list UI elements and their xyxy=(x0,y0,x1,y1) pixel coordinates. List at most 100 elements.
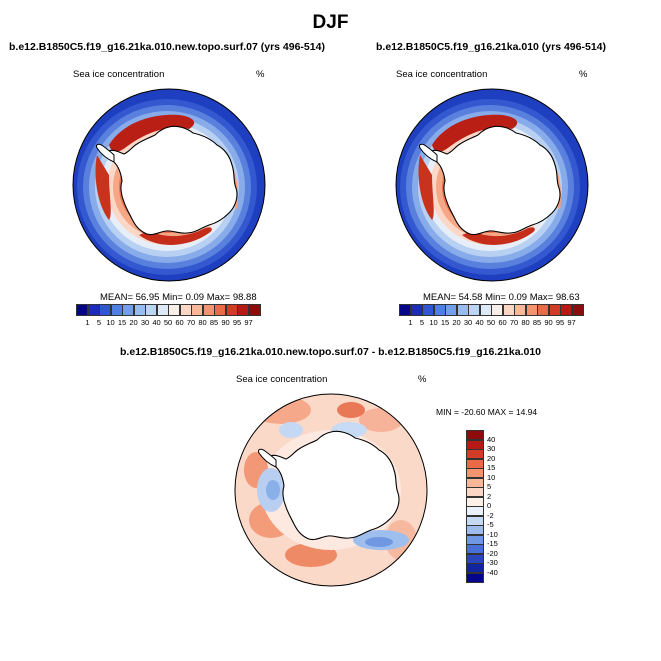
colorbar-swatch xyxy=(537,304,549,316)
colorbar-tick-label: 1 xyxy=(85,318,90,327)
colorbar-tick-label: 10 xyxy=(487,472,496,482)
colorbar-tick-label: 70 xyxy=(509,318,519,327)
colorbar-swatch xyxy=(422,304,434,316)
polar-map-control xyxy=(395,88,589,282)
colorbar-tick-label: -30 xyxy=(487,558,498,567)
colorbar-control xyxy=(399,304,584,316)
colorbar-tick-label: -5 xyxy=(487,520,494,529)
mean-label: MEAN= xyxy=(423,292,456,303)
colorbar-tick-label: 20 xyxy=(487,453,496,463)
antarctica-landmass xyxy=(107,125,238,236)
colorbar-swatch xyxy=(514,304,526,316)
colorbar-swatch xyxy=(466,468,484,478)
colorbar-swatch xyxy=(548,304,561,316)
colorbar-swatch xyxy=(168,304,180,316)
colorbar-swatch xyxy=(466,458,484,469)
panel-title-difference: b.e12.B1850C5.f19_g16.21ka.010.new.topo.… xyxy=(119,346,542,358)
colorbar-tick-label: 60 xyxy=(498,318,507,327)
colorbar-tick-label: 10 xyxy=(106,318,115,327)
polar-map-difference xyxy=(234,393,428,587)
colorbar-swatch xyxy=(122,304,134,316)
colorbar-swatch xyxy=(456,304,469,316)
panel-variable-label-control: Sea ice concentration xyxy=(396,69,488,80)
colorbar-tick-label: 97 xyxy=(567,318,576,327)
colorbar-swatch xyxy=(466,430,484,440)
colorbar-tick-label: 20 xyxy=(129,318,138,327)
colorbar-swatch xyxy=(466,525,484,535)
max-value: 98.88 xyxy=(232,292,257,303)
west-coast-ice xyxy=(95,155,111,220)
mean-value: 56.95 xyxy=(135,292,160,303)
panel-variable-label-difference: Sea ice concentration xyxy=(236,374,328,385)
colorbar-tick-label: 95 xyxy=(232,318,242,327)
stats-line-case: MEAN= 56.95 Min= 0.09 Max= 98.88 xyxy=(100,292,257,303)
colorbar-swatch xyxy=(202,304,215,316)
colorbar-tick-label: 10 xyxy=(429,318,438,327)
colorbar-tick-label: 0 xyxy=(487,501,492,510)
colorbar-tick-label: 5 xyxy=(96,318,102,327)
colorbar-swatch xyxy=(466,449,484,459)
colorbar-swatch xyxy=(110,304,123,316)
colorbar-swatch xyxy=(466,534,484,545)
colorbar-tick-label: -10 xyxy=(487,529,498,539)
map-boundary xyxy=(72,88,266,282)
colorbar-tick-label: 80 xyxy=(198,318,207,327)
colorbar-tick-label: 60 xyxy=(175,318,184,327)
negative-anomaly xyxy=(266,480,280,500)
colorbar-swatch xyxy=(466,487,484,497)
weddell-thick-ice xyxy=(109,114,195,152)
min-value: 0.09 xyxy=(508,292,528,303)
colorbar-difference xyxy=(466,430,484,583)
colorbar-tick-label: 30 xyxy=(463,318,473,327)
max-label: Max= xyxy=(529,292,554,303)
colorbar-swatch xyxy=(466,544,484,554)
colorbar-swatch xyxy=(237,304,249,316)
colorbar-swatch xyxy=(145,304,157,316)
colorbar-tick-label: 15 xyxy=(487,463,496,472)
colorbar-swatch xyxy=(433,304,446,316)
negative-anomaly xyxy=(279,422,303,438)
colorbar-tick-label: -40 xyxy=(487,567,498,577)
colorbar-swatch xyxy=(133,304,146,316)
colorbar-tick-label: 20 xyxy=(452,318,461,327)
colorbar-tick-label: 5 xyxy=(487,482,492,491)
colorbar-labels-difference: 40 30 20 15 10 5 2 0 -2 -5 -10 -15 -20 -30 -40 xyxy=(487,430,517,582)
positive-anomaly xyxy=(251,396,311,424)
colorbar-tick-label: -2 xyxy=(487,510,494,520)
colorbar-tick-label: 80 xyxy=(521,318,530,327)
page-title: DJF xyxy=(312,12,349,33)
positive-anomaly xyxy=(337,402,365,418)
colorbar-swatch xyxy=(87,304,100,316)
mean-label: MEAN= xyxy=(100,292,133,303)
panel-variable-label-case: Sea ice concentration xyxy=(73,69,165,80)
colorbar-swatch xyxy=(571,304,584,316)
colorbar-tick-label: 15 xyxy=(440,318,450,327)
antarctica-landmass xyxy=(430,125,561,236)
colorbar-swatch xyxy=(410,304,423,316)
colorbar-tick-label: 40 xyxy=(475,318,484,327)
colorbar-swatch xyxy=(525,304,538,316)
colorbar-swatch xyxy=(560,304,572,316)
panel-title-control: b.e12.B1850C5.f19_g16.21ka.010 (yrs 496-… xyxy=(376,41,606,53)
west-coast-ice xyxy=(418,155,434,220)
min-label: Min= xyxy=(485,292,506,303)
minmax-text: MIN = -20.60 MAX = 14.94 xyxy=(436,407,538,417)
map-field xyxy=(73,89,265,281)
colorbar-tick-label: 50 xyxy=(486,318,496,327)
panel-units-label-difference: % xyxy=(418,374,427,385)
colorbar-swatch xyxy=(466,515,484,526)
colorbar-tick-label: 50 xyxy=(163,318,173,327)
colorbar-swatch xyxy=(466,439,484,450)
colorbar-swatch xyxy=(466,477,484,488)
colorbar-swatch xyxy=(214,304,226,316)
colorbar-swatch xyxy=(466,553,484,564)
panel-units-label-case: % xyxy=(256,69,265,80)
colorbar-tick-label: -15 xyxy=(487,539,498,548)
colorbar-swatch xyxy=(179,304,192,316)
colorbar-swatch xyxy=(491,304,503,316)
colorbar-swatch xyxy=(479,304,492,316)
colorbar-tick-label: -20 xyxy=(487,548,498,558)
colorbar-tick-label: 40 xyxy=(487,434,496,444)
colorbar-tick-label: 30 xyxy=(487,444,496,453)
colorbar-tick-label: 40 xyxy=(152,318,161,327)
